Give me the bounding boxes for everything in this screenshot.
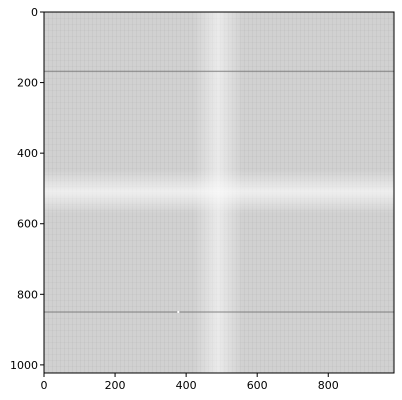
x-tick-label: 400 <box>176 379 197 392</box>
plot-area <box>44 12 394 373</box>
y-tick-label: 800 <box>17 288 38 301</box>
y-tick-label: 600 <box>17 218 38 231</box>
x-tick-label: 800 <box>318 379 339 392</box>
y-tick-label: 0 <box>31 6 38 19</box>
bright-row-band <box>44 12 394 373</box>
x-tick-label: 0 <box>41 379 48 392</box>
plot-frame <box>43 11 395 374</box>
bright-spot <box>177 310 180 313</box>
y-axis: 0 200 400 600 800 1000 <box>10 6 44 372</box>
y-tick-label: 400 <box>17 147 38 160</box>
x-tick-label: 200 <box>105 379 126 392</box>
image-marks <box>43 11 395 374</box>
y-tick-label: 1000 <box>10 359 38 372</box>
x-tick-label: 600 <box>247 379 268 392</box>
y-tick-label: 200 <box>17 77 38 90</box>
x-axis: 0 200 400 600 800 <box>41 373 339 392</box>
